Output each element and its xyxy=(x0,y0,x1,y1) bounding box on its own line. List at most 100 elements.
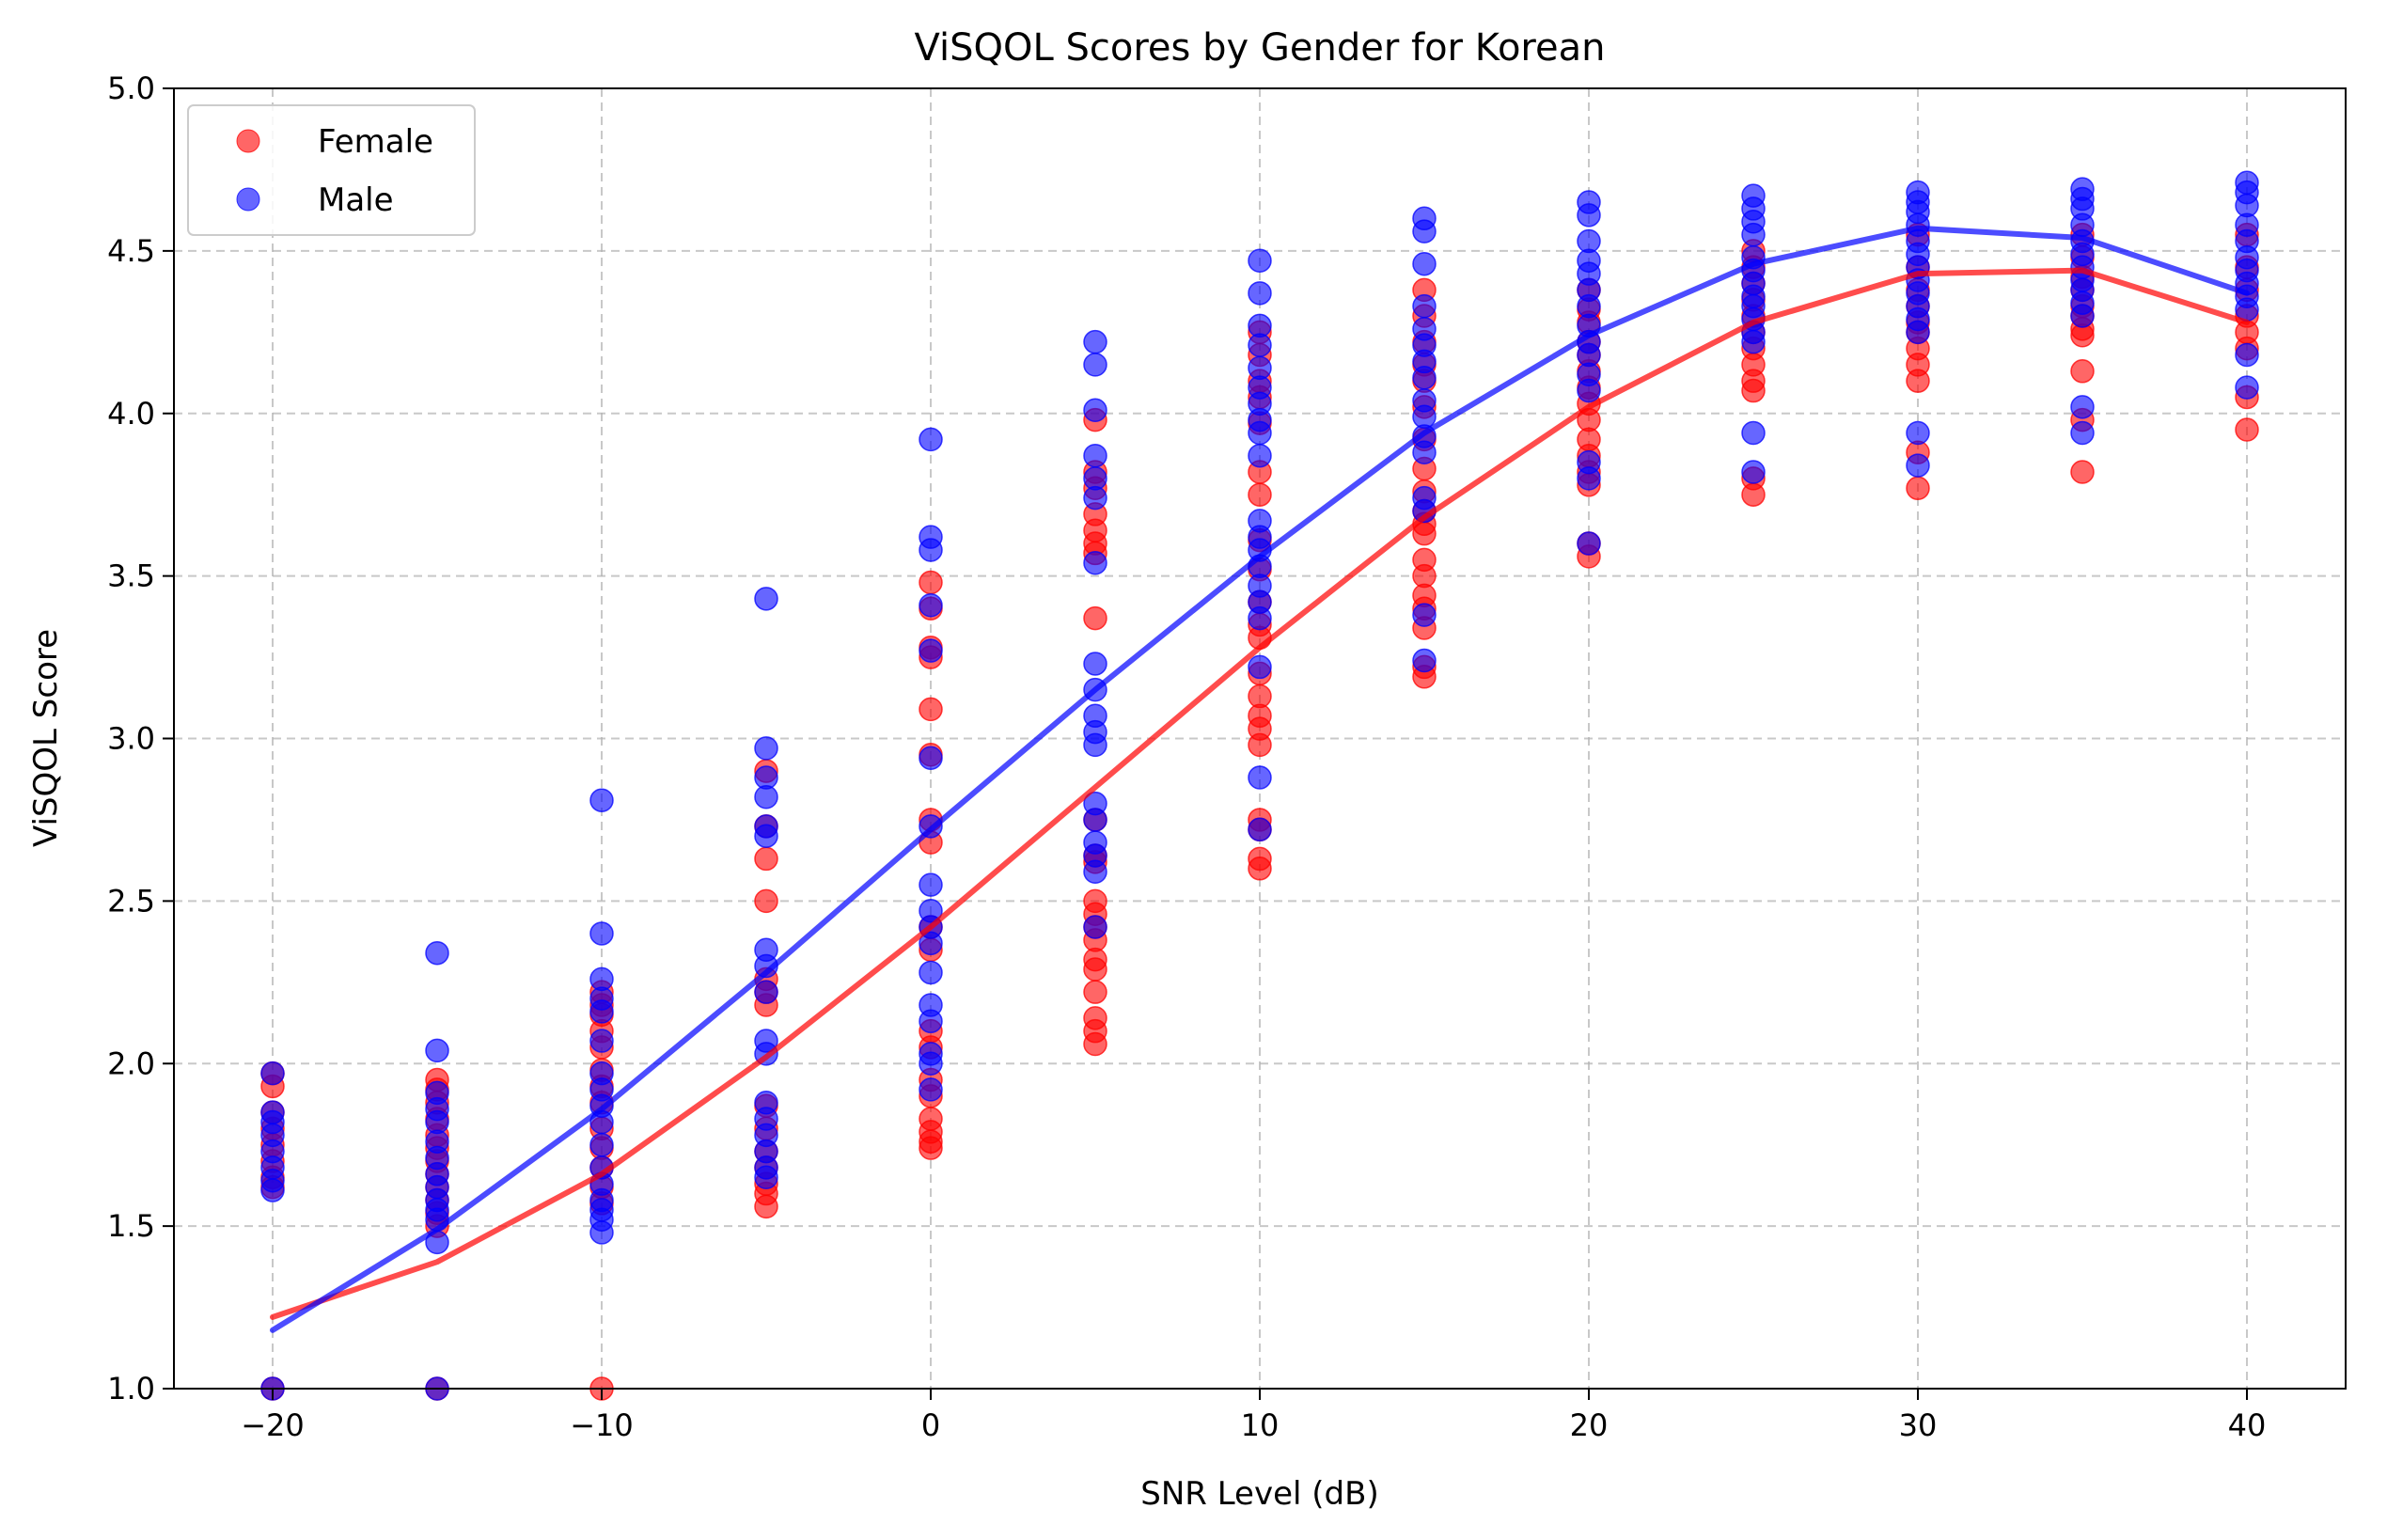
legend-marker-male xyxy=(236,187,260,212)
y-tick-label: 2.5 xyxy=(107,883,155,919)
data-point-female xyxy=(2235,417,2259,442)
data-point-male xyxy=(1906,320,1930,345)
data-point-male xyxy=(1248,765,1272,790)
data-point-male xyxy=(754,587,778,611)
data-point-female xyxy=(1906,369,1930,393)
data-point-male xyxy=(1741,329,1766,354)
data-point-male xyxy=(1906,453,1930,478)
data-point-male xyxy=(754,1165,778,1190)
legend-label-male: Male xyxy=(318,181,394,219)
legend: Female Male xyxy=(187,104,476,236)
data-point-male xyxy=(919,1009,943,1034)
data-point-male xyxy=(754,980,778,1004)
data-point-male xyxy=(1577,531,1601,556)
data-point-male xyxy=(1083,808,1107,832)
data-point-female xyxy=(1906,476,1930,501)
x-tick-label: −10 xyxy=(570,1407,634,1443)
data-point-male xyxy=(1248,248,1272,273)
data-point-male xyxy=(1083,443,1107,468)
data-point-female xyxy=(919,1136,943,1160)
data-point-male xyxy=(1741,460,1766,484)
data-point-male xyxy=(1083,551,1107,575)
y-tick-label: 4.0 xyxy=(107,396,155,432)
data-point-female xyxy=(754,888,778,914)
data-point-male xyxy=(1248,654,1272,680)
data-point-male xyxy=(919,1077,943,1102)
y-tick-label: 4.5 xyxy=(107,233,155,269)
y-tick-label: 3.5 xyxy=(107,558,155,594)
data-point-male xyxy=(589,1029,614,1053)
data-point-female xyxy=(1083,980,1107,1004)
x-tick-label: 10 xyxy=(1241,1407,1280,1443)
x-axis-label: SNR Level (dB) xyxy=(1140,1475,1378,1513)
data-point-male xyxy=(1412,219,1437,244)
data-point-male xyxy=(1083,398,1107,423)
data-point-male xyxy=(1906,420,1930,446)
data-point-male xyxy=(1412,293,1437,319)
x-tick-label: 30 xyxy=(1899,1407,1938,1443)
data-point-female xyxy=(1248,482,1272,507)
data-point-male xyxy=(1083,859,1107,885)
data-point-female xyxy=(2070,460,2095,484)
data-point-male xyxy=(1248,281,1272,306)
data-point-male xyxy=(1248,420,1272,446)
data-point-male xyxy=(1741,420,1766,446)
data-point-male xyxy=(1412,603,1437,627)
data-point-male xyxy=(2070,395,2095,419)
trend-line-female xyxy=(270,267,2250,1320)
data-point-male xyxy=(2235,375,2259,400)
data-point-male xyxy=(425,940,449,966)
data-point-male xyxy=(260,1178,285,1202)
data-point-male xyxy=(754,824,778,848)
data-point-female xyxy=(1248,732,1272,758)
data-point-male xyxy=(1248,817,1272,842)
data-point-male xyxy=(919,427,943,452)
data-point-male xyxy=(1577,466,1601,491)
data-point-male xyxy=(589,788,614,812)
data-point-male xyxy=(1412,440,1437,464)
data-point-male xyxy=(1577,203,1601,228)
data-point-female xyxy=(754,1194,778,1219)
data-point-male xyxy=(919,592,943,618)
data-point-female xyxy=(1083,605,1107,631)
data-point-female xyxy=(1083,957,1107,982)
data-point-male xyxy=(919,872,943,897)
legend-box xyxy=(187,104,476,236)
data-point-male xyxy=(1577,378,1601,403)
data-point-female xyxy=(919,570,943,595)
data-point-male xyxy=(1083,485,1107,511)
data-point-male xyxy=(589,921,614,946)
data-point-male xyxy=(1412,251,1437,276)
data-point-female xyxy=(2070,359,2095,384)
data-point-male xyxy=(260,1061,285,1086)
x-axis-ticks: −20 −10 0 10 20 30 40 xyxy=(241,1389,2266,1443)
data-point-female xyxy=(754,846,778,872)
y-tick-label: 1.5 xyxy=(107,1208,155,1244)
trend-lines xyxy=(270,225,2250,1333)
data-point-male xyxy=(754,784,778,809)
data-point-male xyxy=(919,746,943,770)
chart-title: ViSQOL Scores by Gender for Korean xyxy=(915,26,1606,70)
data-point-male xyxy=(1412,648,1437,673)
data-point-male xyxy=(1083,915,1107,939)
data-point-male xyxy=(919,538,943,562)
data-point-male xyxy=(1412,365,1437,390)
trend-line-male xyxy=(270,225,2250,1333)
data-point-male xyxy=(589,1132,614,1157)
y-tick-label: 5.0 xyxy=(107,71,155,106)
x-tick-label: 0 xyxy=(921,1407,940,1443)
data-point-male xyxy=(919,1051,943,1076)
data-point-female xyxy=(1083,1031,1107,1057)
data-point-female xyxy=(919,697,943,722)
data-points xyxy=(260,170,2259,1401)
data-point-male xyxy=(1083,329,1107,354)
x-tick-label: 40 xyxy=(2228,1407,2267,1443)
data-point-male xyxy=(589,1220,614,1245)
x-tick-label: 20 xyxy=(1570,1407,1609,1443)
data-point-male xyxy=(1248,605,1272,631)
data-point-male xyxy=(1248,443,1272,468)
data-point-male xyxy=(1083,353,1107,377)
data-point-male xyxy=(919,960,943,985)
legend-label-female: Female xyxy=(318,123,433,161)
